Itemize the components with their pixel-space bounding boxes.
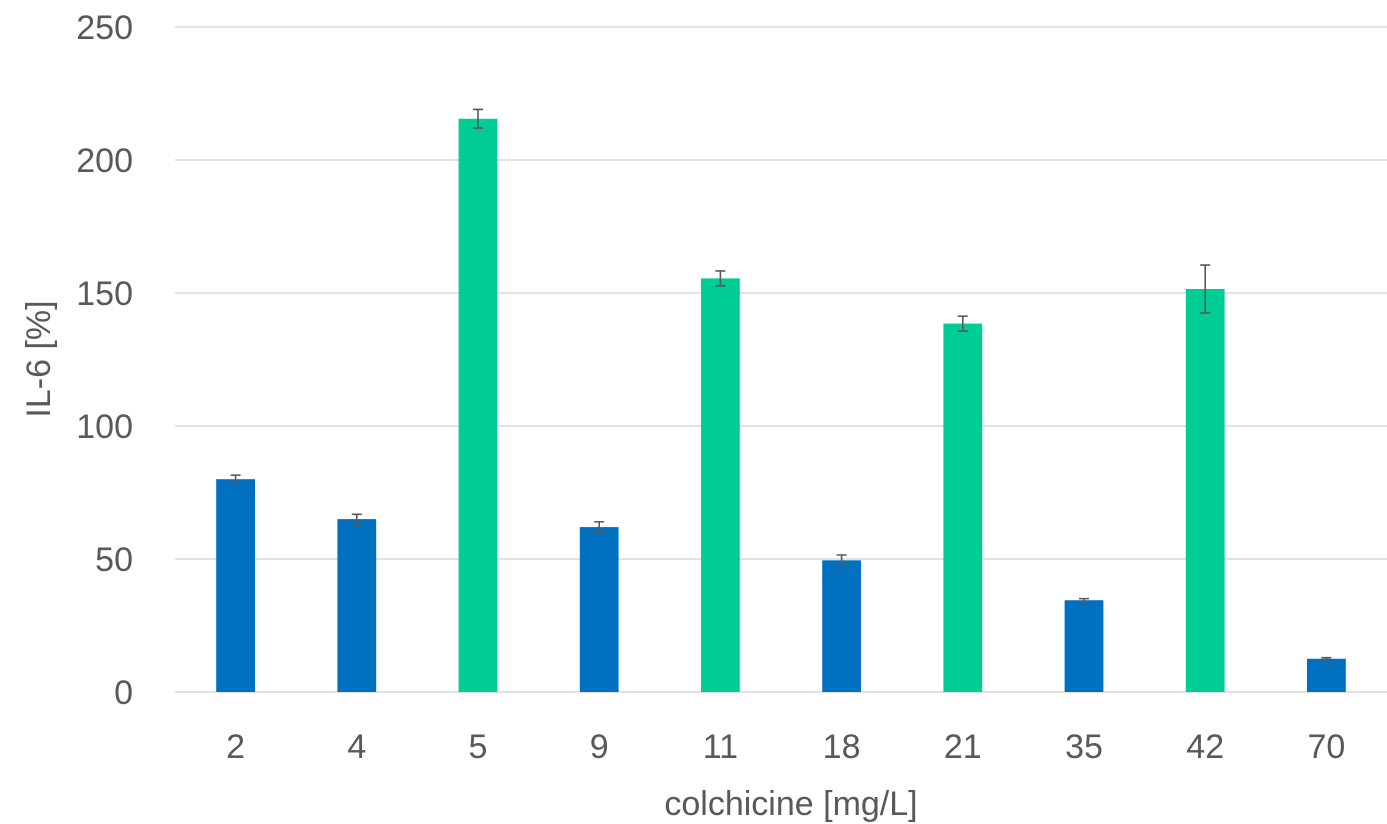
bar bbox=[943, 323, 983, 692]
y-tick-label: 150 bbox=[76, 275, 133, 313]
gridlines bbox=[175, 26, 1387, 693]
x-tick-label: 11 bbox=[703, 728, 738, 766]
error-bar bbox=[230, 474, 241, 484]
error-bar bbox=[1200, 264, 1211, 314]
y-tick-label: 50 bbox=[95, 541, 133, 579]
error-bar bbox=[715, 270, 726, 287]
x-tick-label: 5 bbox=[469, 728, 488, 766]
x-tick-label: 70 bbox=[1307, 728, 1345, 766]
bar bbox=[579, 527, 619, 692]
y-axis-title: IL-6 [%] bbox=[20, 300, 58, 417]
error-bar bbox=[1321, 656, 1332, 661]
bar bbox=[701, 278, 740, 692]
error-bar bbox=[351, 513, 362, 525]
y-tick-label: 250 bbox=[76, 9, 133, 47]
bars bbox=[216, 118, 1346, 692]
x-tick-label: 4 bbox=[347, 728, 366, 766]
bar bbox=[216, 479, 255, 692]
x-tick-label: 21 bbox=[944, 728, 982, 766]
error-bar bbox=[594, 520, 605, 534]
bar bbox=[1064, 600, 1104, 692]
error-bar bbox=[957, 315, 968, 332]
x-tick-label: 42 bbox=[1186, 728, 1224, 766]
x-axis-ticks: 2 4 5 9 11 18 21 35 42 70 bbox=[226, 728, 1345, 766]
bar bbox=[1307, 658, 1346, 692]
y-tick-label: 100 bbox=[76, 408, 133, 446]
y-tick-label: 200 bbox=[76, 142, 133, 180]
x-tick-label: 18 bbox=[823, 728, 861, 766]
error-bar bbox=[1079, 597, 1089, 603]
y-axis-ticks: 0 50 100 150 200 250 bbox=[76, 9, 133, 712]
bar bbox=[822, 560, 861, 692]
x-tick-label: 2 bbox=[226, 728, 245, 766]
x-tick-label: 35 bbox=[1065, 728, 1103, 766]
error-bar bbox=[473, 108, 483, 129]
error-bar bbox=[836, 554, 847, 567]
bar bbox=[458, 118, 498, 692]
bar bbox=[1185, 289, 1225, 692]
y-tick-label: 0 bbox=[114, 674, 133, 712]
x-axis-title: colchicine [mg/L] bbox=[664, 785, 917, 823]
bar bbox=[337, 519, 377, 692]
x-tick-label: 9 bbox=[590, 728, 609, 766]
error-bars bbox=[230, 108, 1332, 661]
